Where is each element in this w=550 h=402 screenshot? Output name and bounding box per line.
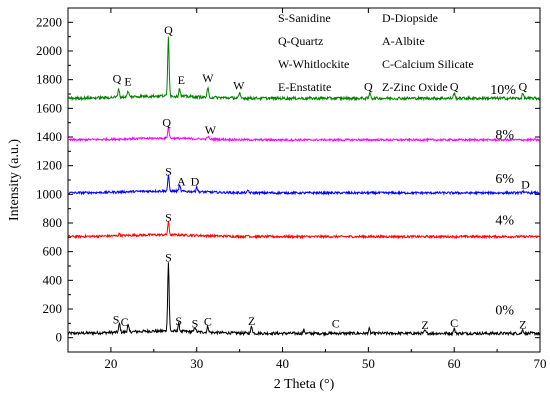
peak-label: C [121,315,129,329]
series-line-8pct [67,126,541,143]
x-tick-label: 50 [362,356,375,371]
y-tick-label: 2000 [36,43,62,58]
peak-label: Q [162,115,171,129]
y-tick-label: 2200 [36,14,62,29]
y-axis-title: Intensity (a.u.) [7,139,22,221]
series-line-6pct [67,174,540,196]
peak-label: C [204,314,212,328]
y-tick-label: 600 [43,244,63,259]
y-tick-label: 1000 [36,186,62,201]
peak-label: W [233,79,245,93]
legend-entry: Z-Zinc Oxide [382,80,448,94]
peak-label: S [175,314,182,328]
legend: S-Sanidine Q-Quartz W-Whitlockite E-Enstati… [278,11,474,94]
peak-label: Q [164,23,173,37]
x-tick-label: 20 [104,356,117,371]
series-label: 4% [495,213,514,228]
legend-entry: A-Albite [382,34,425,48]
y-tick-label: 0 [56,330,63,345]
x-tick-label: 40 [276,356,289,371]
legend-entry: D-Diopside [382,11,438,25]
peak-label: W [205,123,217,137]
y-tick-label: 1200 [36,158,62,173]
peak-label: Q [519,79,528,93]
peak-label: Q [450,79,459,93]
axis-ticks: 20 30 40 50 60 70 0 200 400 600 800 1000 1200 1400 160… [36,8,547,371]
series-label: 10% [490,83,516,98]
series-line-10pct [67,36,541,102]
series-line-4pct [67,220,540,240]
y-tick-label: 200 [43,301,63,316]
peak-label: C [332,317,340,331]
x-tick-label: 70 [534,356,547,371]
peak-label: C [450,316,458,330]
y-tick-label: 800 [43,215,63,230]
y-tick-label: 1800 [36,72,62,87]
peak-label: Q [364,79,373,93]
peak-label: Z [421,318,428,332]
legend-entry: S-Sanidine [278,11,331,25]
y-tick-label: 1400 [36,129,62,144]
y-tick-label: 1600 [36,100,62,115]
peak-label: Q [113,72,122,86]
series-label: 6% [495,172,514,187]
peak-label: D [521,178,530,192]
legend-entry: C-Calcium Silicate [382,57,474,71]
peak-label: W [202,71,214,85]
peak-label: Z [519,317,526,331]
peak-label: S [165,211,172,225]
peak-label: Z [248,314,255,328]
peak-label: D [191,175,200,189]
series-label: 8% [495,128,514,143]
peak-label: S [113,312,120,326]
y-tick-label: 400 [43,272,63,287]
legend-entry: W-Whitlockite [278,57,349,71]
peak-label: S [165,251,172,265]
peak-label: S [192,317,199,331]
peak-label: E [124,74,131,88]
peak-label: S [165,165,172,179]
legend-entry: E-Enstatite [278,80,331,94]
series-line-0pct [67,262,541,337]
x-tick-label: 30 [190,356,203,371]
x-axis-title: 2 Theta (°) [274,377,335,392]
series-label: 0% [495,304,514,319]
x-tick-label: 60 [448,356,461,371]
peak-label: E [178,73,185,87]
peak-label: A [177,175,186,189]
series-layer [67,36,541,337]
legend-entry: Q-Quartz [278,34,323,48]
